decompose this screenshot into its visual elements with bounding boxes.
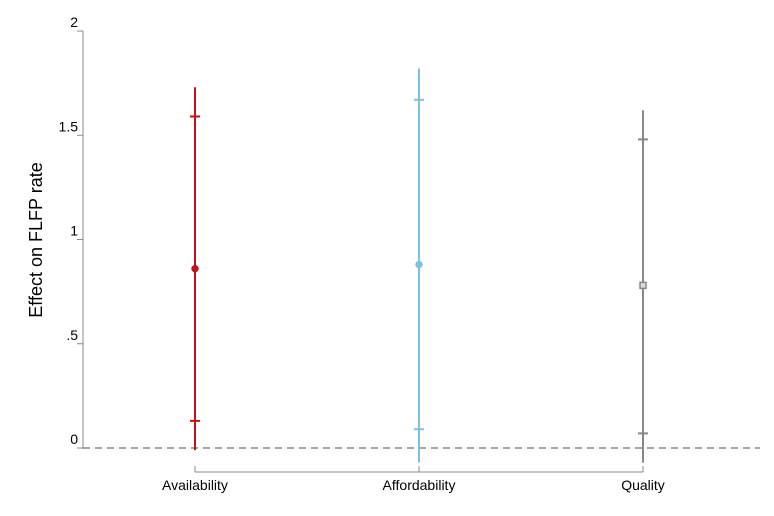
y-tick-label: 1.5 bbox=[59, 118, 79, 134]
y-tick-label: 1 bbox=[70, 223, 78, 239]
series-affordability bbox=[414, 68, 424, 463]
series-marks bbox=[190, 68, 648, 463]
point-estimate-availability bbox=[191, 264, 199, 273]
series-availability bbox=[190, 87, 200, 451]
series-quality bbox=[638, 110, 648, 463]
point-estimate-affordability bbox=[415, 260, 423, 269]
point-estimate-quality bbox=[639, 281, 647, 290]
x-tick-label: Affordability bbox=[383, 477, 456, 493]
y-tick-label: .5 bbox=[66, 327, 78, 343]
y-tick-label: 0 bbox=[70, 431, 78, 447]
y-ticks: 0 .5 1 1.5 2 bbox=[59, 14, 83, 449]
x-ticks: Availability Affordability Quality bbox=[162, 466, 665, 493]
x-tick-label: Availability bbox=[162, 477, 228, 493]
y-tick-label: 2 bbox=[70, 14, 78, 30]
x-tick-label: Quality bbox=[621, 477, 665, 493]
y-axis-title: Effect on FLFP rate bbox=[26, 162, 46, 317]
